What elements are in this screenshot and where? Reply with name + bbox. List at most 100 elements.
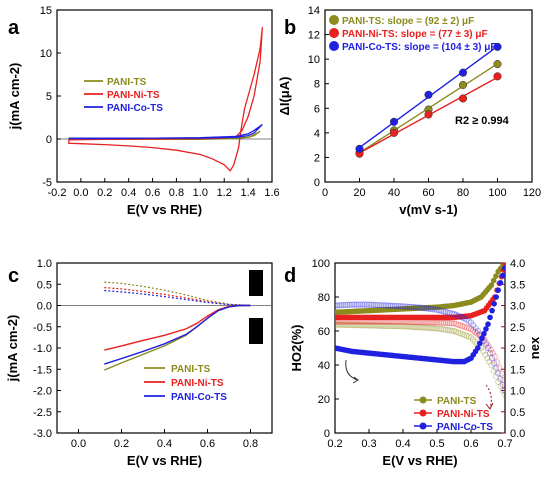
panel-d-nex-point bbox=[363, 322, 371, 329]
panel-d-nex-point bbox=[387, 302, 394, 309]
panel-d-xtick-label: 0.4 bbox=[395, 438, 410, 450]
panel-c-xtick-label: 0.8 bbox=[243, 438, 258, 450]
panel-d-nex-point bbox=[345, 321, 353, 329]
panel-d-nex-point bbox=[347, 321, 355, 329]
panel-d-nex-point bbox=[485, 343, 492, 350]
panel-a-xtick-label: -0.2 bbox=[48, 187, 67, 199]
panel-b-ytick-label: 14 bbox=[308, 5, 320, 17]
panel-d-nex-point bbox=[450, 327, 458, 335]
panel-d-nex-point bbox=[379, 322, 387, 329]
panel-d-nex-point bbox=[387, 322, 395, 330]
panel-a-ytick-label: -5 bbox=[42, 177, 52, 189]
panel-d-nex-point bbox=[431, 325, 439, 332]
panel-d-nex-point bbox=[419, 304, 426, 311]
panel-d-nex-point bbox=[335, 321, 343, 328]
panel-d-legend-marker bbox=[419, 409, 427, 417]
panel-d-nex-point bbox=[495, 370, 502, 377]
panel-a-ytick-label: 5 bbox=[46, 91, 52, 103]
panel-d-nex-point bbox=[365, 301, 373, 308]
panel-d-xtick-label: 0.7 bbox=[497, 438, 512, 450]
panel-d-nex-point bbox=[403, 323, 411, 330]
panel-b-ytick-label: 2 bbox=[314, 152, 320, 164]
panel-d-nex-point bbox=[465, 325, 472, 332]
panel-d-nex-point bbox=[440, 326, 447, 333]
panel-d-nex-point bbox=[338, 302, 345, 309]
panel-d-nex-point bbox=[349, 321, 357, 329]
panel-b-ytick-label: 0 bbox=[314, 177, 320, 189]
panel-d-nex-point bbox=[497, 383, 504, 390]
panel-d-nex-point bbox=[461, 323, 468, 330]
panel-d-nex-point bbox=[467, 325, 475, 332]
panel-a-xtick-label: 0.2 bbox=[97, 187, 112, 199]
panel-a-ytick-label: 15 bbox=[40, 5, 52, 17]
panel-c-legend-label: PANI-Ni-TS bbox=[171, 378, 224, 389]
panel-d-nex-point bbox=[407, 323, 415, 330]
panel-d-nex-point bbox=[493, 365, 500, 372]
panel-c-ytick-label: -2.0 bbox=[33, 386, 52, 398]
panel-a-ytick-label: 0 bbox=[46, 134, 52, 146]
panel-d-nex-point bbox=[480, 348, 487, 355]
panel-d-nex-point bbox=[412, 304, 419, 311]
panel-d-nex-point bbox=[463, 316, 470, 323]
panel-c-ytick-label: -2.5 bbox=[33, 407, 52, 419]
panel-d-nex-point bbox=[385, 302, 392, 309]
panel-d-nex-point bbox=[341, 321, 349, 328]
panel-d-nex-point bbox=[342, 301, 349, 309]
panel-b-xtick-label: 40 bbox=[388, 187, 400, 199]
panel-b-data-point bbox=[355, 144, 364, 153]
panel-a-xtick-label: 0.8 bbox=[169, 187, 184, 199]
panel-d-ytick-right-label: 2.0 bbox=[510, 343, 525, 355]
panel-d-nex-point bbox=[453, 328, 460, 335]
panel-d-legend-marker bbox=[419, 422, 427, 430]
panel-d-nex-point bbox=[406, 303, 413, 310]
panel-d-nex-point bbox=[405, 323, 413, 330]
panel-d-nex-point bbox=[491, 353, 498, 360]
panel-d-nex-point bbox=[453, 320, 460, 328]
panel-d-nex-point bbox=[482, 341, 490, 348]
panel-d-ytick-right-label: 1.0 bbox=[510, 386, 525, 398]
panel-d-nex-point bbox=[381, 322, 389, 329]
panel-b-ytick-label: 4 bbox=[314, 128, 320, 140]
panel-d-nex-point bbox=[448, 310, 455, 317]
panel-d-ho2-point bbox=[477, 340, 483, 347]
panel-d-nex-point bbox=[429, 325, 437, 332]
panel-d-plot-area bbox=[335, 263, 505, 398]
panel-d-left-axis-arrow bbox=[345, 359, 359, 381]
panel-d-nex-point bbox=[474, 327, 481, 335]
panel-d-nex-point bbox=[370, 301, 377, 308]
panel-d-nex-point bbox=[459, 331, 466, 338]
panel-d-nex-point bbox=[500, 376, 505, 383]
panel-b-legend-marker bbox=[329, 15, 339, 25]
panel-a-xlabel: E(V vs RHE) bbox=[127, 202, 202, 217]
panel-d-nex-point bbox=[376, 302, 383, 309]
panel-c-letter: c bbox=[8, 265, 19, 287]
panel-d-nex-point bbox=[414, 304, 421, 311]
panel-d-nex-point bbox=[377, 322, 385, 329]
panel-d-nex-point bbox=[455, 329, 462, 336]
panel-d-nex-point bbox=[442, 308, 449, 315]
panel-d-nex-point bbox=[361, 322, 369, 329]
panel-d-nex-point bbox=[440, 308, 447, 315]
panel-d-nex-point bbox=[482, 351, 489, 358]
panel-d-nex-point bbox=[427, 305, 434, 313]
panel-a-series-line bbox=[68, 123, 263, 140]
panel-d-ho2-point bbox=[491, 301, 497, 307]
panel-d-nex-point bbox=[491, 360, 498, 367]
panel-b-legend-label: PANI-Ni-TS: slope = (77 ± 3) μF bbox=[342, 29, 488, 40]
panel-d-ho2-point bbox=[490, 277, 497, 284]
panel-b-data-point bbox=[458, 80, 468, 89]
panel-d-nex-point bbox=[369, 322, 377, 329]
panel-d-nex-point bbox=[446, 327, 453, 334]
panel-d-nex-point bbox=[335, 318, 339, 325]
panel-a-xtick-label: 0.6 bbox=[145, 187, 160, 199]
panel-d-nex-point bbox=[402, 303, 409, 310]
panel-c-legend-label: PANI-Co-TS bbox=[171, 392, 227, 403]
panel-d-nex-point bbox=[411, 323, 419, 331]
panel-b-ytick-label: 12 bbox=[308, 30, 320, 42]
panel-d-nex-point bbox=[380, 302, 387, 309]
panel-c-ytick-label: 0.5 bbox=[37, 279, 52, 291]
panel-d-nex-point bbox=[488, 361, 495, 369]
panel-d-nex-point bbox=[397, 303, 404, 310]
panel-d-nex-point bbox=[413, 324, 421, 331]
